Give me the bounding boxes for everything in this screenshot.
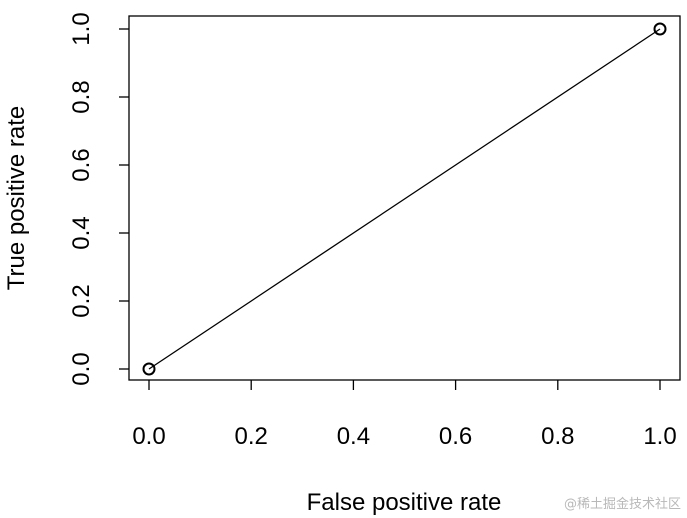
x-tick-label: 0.2: [235, 423, 268, 450]
y-tick-label: 0.6: [68, 148, 95, 181]
y-tick-label: 0.4: [68, 216, 95, 249]
series-line: [148, 28, 661, 370]
x-tick-label: 1.0: [643, 423, 676, 450]
series-layer: [142, 22, 667, 376]
x-tick-label: 0.0: [132, 423, 165, 450]
data-point: [142, 362, 156, 376]
y-tick-label: 1.0: [68, 12, 95, 45]
y-tick-label: 0.2: [68, 284, 95, 317]
data-point: [653, 22, 667, 36]
x-axis-title: False positive rate: [307, 489, 502, 516]
y-axis: 0.0 0.2 0.4 0.6 0.8 1.0: [68, 12, 129, 386]
plot-frame: [128, 15, 681, 381]
x-tick-label: 0.6: [439, 423, 472, 450]
x-tick-label: 0.8: [541, 423, 574, 450]
y-axis-title: True positive rate: [3, 106, 30, 291]
watermark: @稀土掘金技术社区: [563, 497, 681, 512]
x-axis: 0.0 0.2 0.4 0.6 0.8 1.0: [132, 380, 677, 450]
y-tick-label: 0.0: [68, 352, 95, 385]
y-tick-label: 0.8: [68, 80, 95, 113]
x-tick-label: 0.4: [337, 423, 370, 450]
